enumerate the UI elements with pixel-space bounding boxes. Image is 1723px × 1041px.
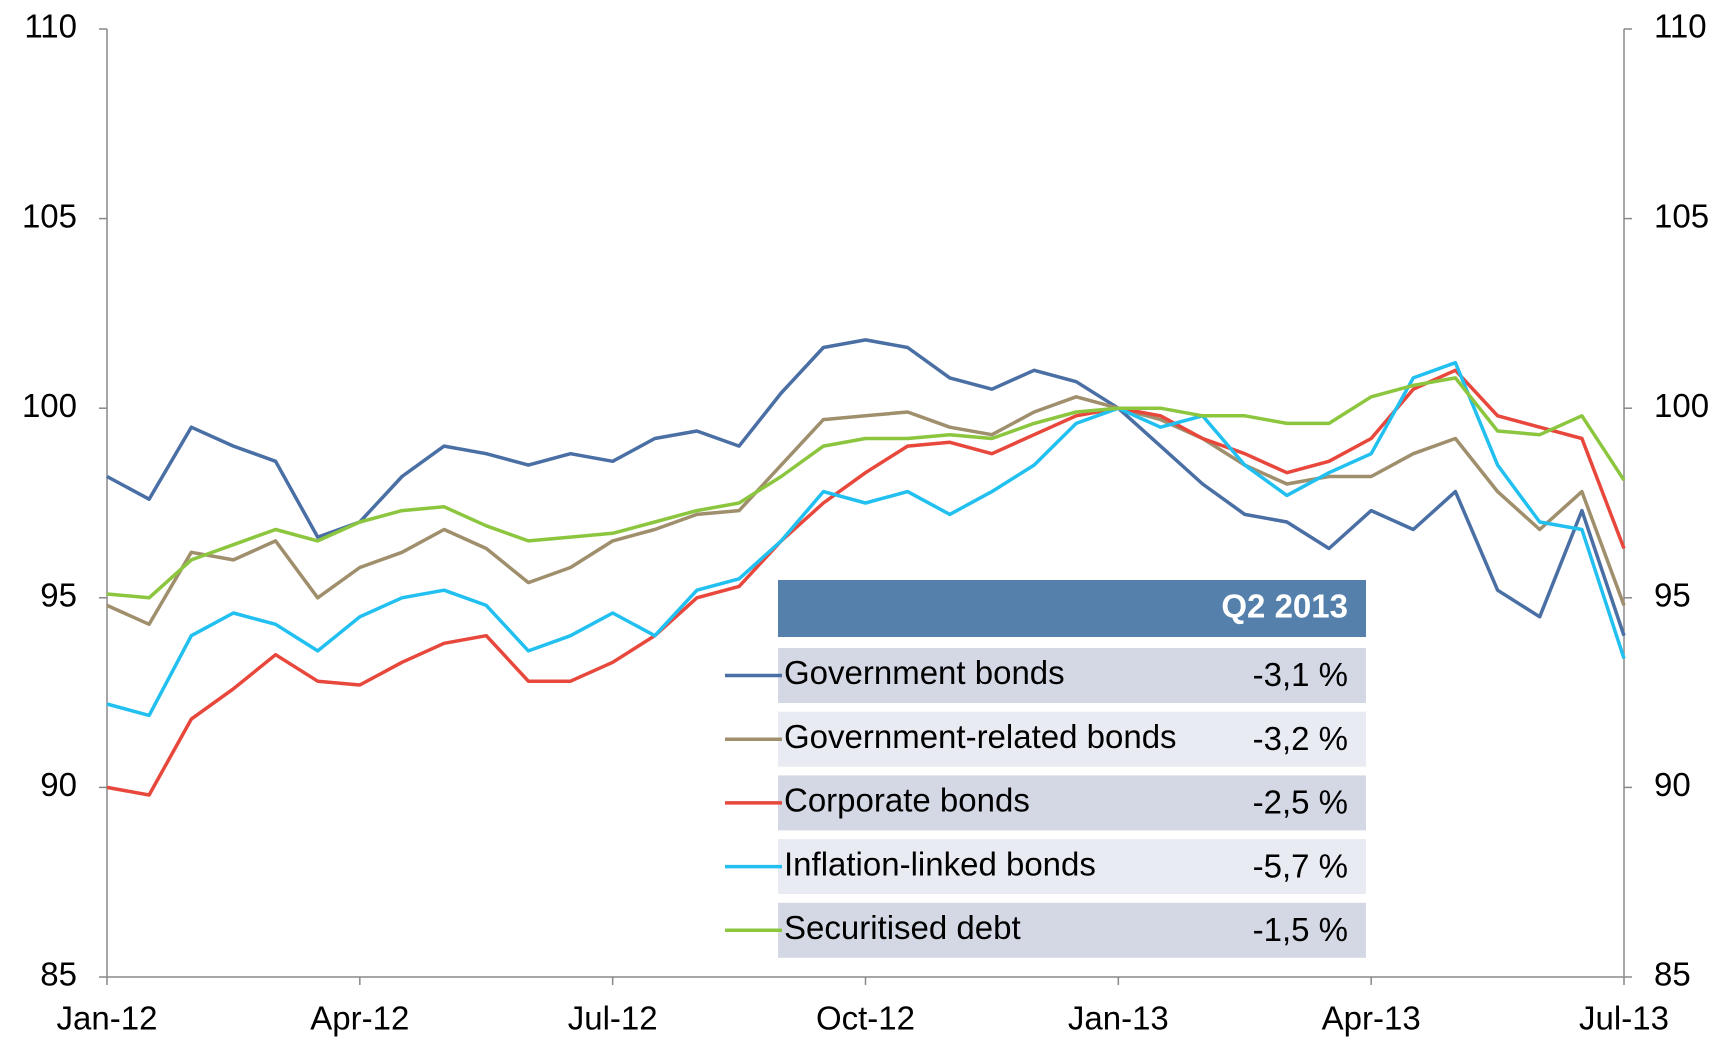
legend-title: Q2 2013 [1221,588,1348,625]
y2-tick-label: 110 [1654,8,1707,45]
y2-tick-label: 85 [1654,956,1691,993]
y-tick-label: 105 [22,197,77,234]
legend-row [778,648,1366,703]
legend-label: Government bonds [784,654,1065,691]
y-tick-label: 110 [24,8,77,45]
y2-tick-label: 105 [1654,197,1709,234]
legend-label: Corporate bonds [784,782,1030,819]
legend-row [778,711,1366,767]
legend-value: -5,7 % [1253,847,1348,884]
x-tick-label: Jul-12 [568,1000,658,1037]
x-tick-label: Apr-12 [310,1000,409,1037]
legend-row [778,775,1366,831]
series-line [106,376,1626,600]
legend-label: Government-related bonds [784,718,1177,755]
y2-tick-label: 95 [1654,577,1691,614]
legend-header [778,580,1366,637]
y2-tick-label: 100 [1654,387,1709,424]
x-tick-label: Jan-13 [1068,1000,1169,1037]
legend-value: -2,5 % [1253,784,1348,821]
legend-value: -3,1 % [1253,656,1348,693]
x-tick-label: Apr-13 [1322,1000,1421,1037]
x-tick-label: Jan-12 [57,1000,158,1037]
y-tick-label: 100 [22,387,77,424]
legend-row [778,902,1366,958]
legend-value: -3,2 % [1253,720,1348,757]
series-line [106,395,1626,627]
legend-label: Securitised debt [784,909,1021,946]
y-tick-label: 85 [40,956,77,993]
y2-tick-label: 90 [1654,766,1691,803]
series-line [106,360,1626,718]
x-tick-label: Jul-13 [1579,1000,1669,1037]
legend-label: Inflation-linked bonds [784,845,1096,882]
x-tick-label: Oct-12 [816,1000,915,1037]
legend-value: -1,5 % [1253,911,1348,948]
y-tick-label: 95 [40,577,77,614]
legend-row [778,839,1366,895]
y-tick-label: 90 [40,766,77,803]
series-line [106,368,1626,797]
